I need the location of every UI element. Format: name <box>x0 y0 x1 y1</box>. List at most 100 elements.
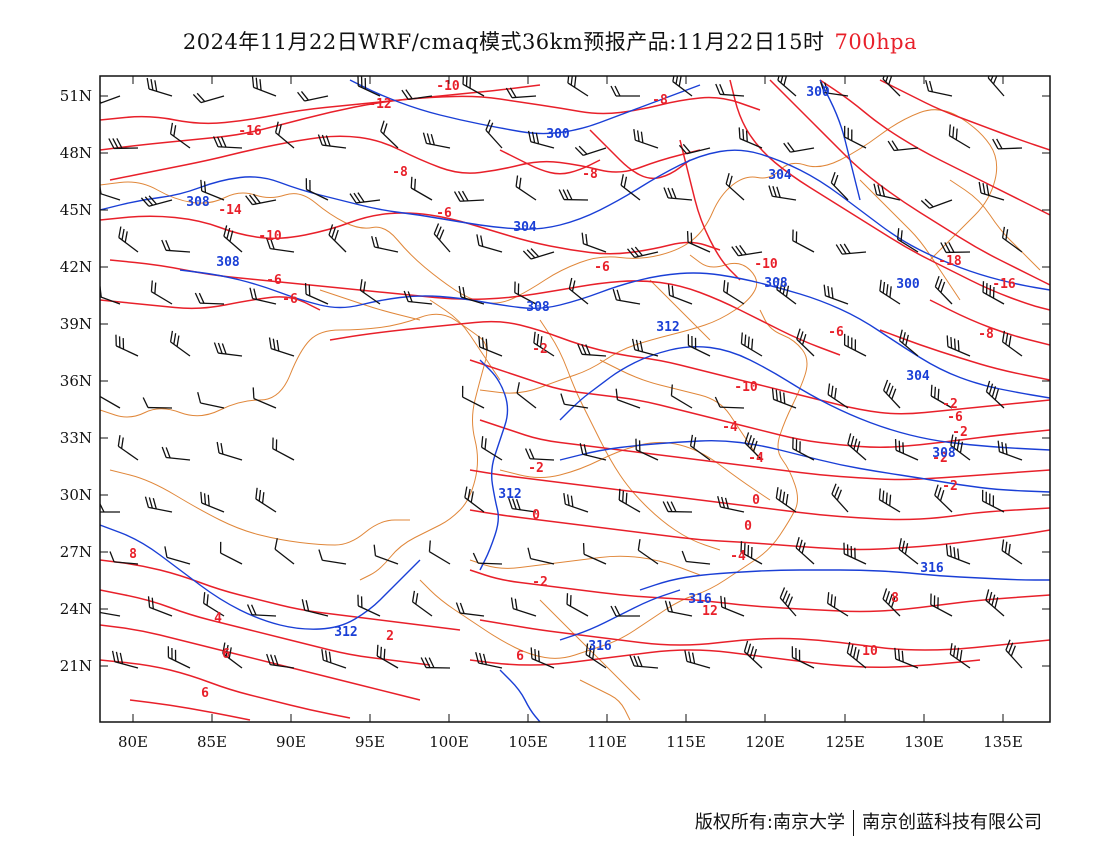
wind-barb <box>478 335 503 357</box>
wind-barb <box>266 237 295 253</box>
wind-barb <box>422 132 451 149</box>
temperature-contour <box>819 79 1050 216</box>
temperature-contour <box>469 569 1050 613</box>
wind-barb <box>272 437 295 461</box>
wind-barb <box>714 396 745 409</box>
wind-barb <box>577 343 607 357</box>
wind-barb <box>987 76 1005 97</box>
wind-barb <box>796 328 815 357</box>
wind-barb <box>252 387 277 409</box>
temperature-contour <box>100 589 431 666</box>
footer-divider <box>853 810 854 836</box>
wind-barb <box>731 245 763 257</box>
temperature-contour <box>879 79 1050 151</box>
temperature-contour <box>929 299 1050 346</box>
wind-barb <box>216 441 243 461</box>
wind-barb <box>297 91 329 102</box>
temperature-contour <box>679 139 741 281</box>
temperature-label: -6 <box>828 325 844 340</box>
wind-barb <box>894 647 919 669</box>
wind-barb <box>403 290 433 305</box>
wind-barb <box>631 338 659 357</box>
wind-barb <box>461 385 485 409</box>
lon-label: 80E <box>118 733 148 751</box>
temperature-label: -6 <box>436 206 452 221</box>
lon-label: 115E <box>666 733 706 751</box>
wind-barb <box>146 77 173 97</box>
wind-barb <box>380 120 399 149</box>
wind-barb <box>458 285 485 305</box>
wind-barb <box>563 493 589 513</box>
wind-barb <box>626 246 659 259</box>
wind-barb <box>992 138 1023 150</box>
wind-barb <box>410 176 433 201</box>
wind-barb <box>558 189 589 201</box>
wind-barb <box>420 657 451 669</box>
wind-barb <box>462 76 485 97</box>
lat-label: 30N <box>60 486 92 504</box>
wind-barb <box>568 277 589 305</box>
height-contour <box>349 79 701 135</box>
wind-barb <box>411 590 433 617</box>
wind-barb <box>883 379 901 409</box>
temperature-contour <box>100 95 761 151</box>
temperature-contour <box>100 659 351 719</box>
wind-barb <box>505 87 537 99</box>
temperature-label: -16 <box>238 124 262 139</box>
wind-barb <box>567 76 589 97</box>
wind-barb <box>667 284 693 305</box>
height-label: 308 <box>932 446 956 461</box>
lat-label: 45N <box>60 201 92 219</box>
boundary-line <box>429 299 501 381</box>
wind-barb <box>147 596 173 617</box>
longitude-axis: 80E 85E 90E 95E 100E 105E 110E 115E 120E 125E 130E… <box>118 76 1023 751</box>
wind-barb <box>530 647 555 669</box>
temperature-contour <box>129 699 251 721</box>
wind-barb <box>268 337 295 357</box>
wind-barb <box>150 280 173 305</box>
wind-barb <box>635 438 659 461</box>
wind-barb <box>317 134 347 149</box>
height-label: 300 <box>896 277 920 292</box>
boundary-line <box>419 309 808 659</box>
map-frame <box>99 75 1051 723</box>
wind-barb <box>725 172 745 201</box>
wind-barb <box>111 650 139 669</box>
wind-barb <box>455 602 485 617</box>
wind-barb <box>846 641 867 669</box>
lon-label: 110E <box>587 733 627 751</box>
wind-barb <box>142 397 173 409</box>
wind-barb <box>878 488 901 513</box>
latitude-axis: 51N 48N 45N 42N 39N 36N 33N 30N 27N 24N 21N <box>60 87 1050 675</box>
wind-barb <box>118 226 139 253</box>
wind-barb <box>274 538 295 565</box>
wind-barb <box>200 491 225 513</box>
wind-barb <box>768 185 797 201</box>
lat-label: 39N <box>60 315 92 333</box>
wind-barb <box>524 448 555 461</box>
wind-barb <box>779 587 797 617</box>
wind-barb <box>934 275 953 305</box>
height-contour <box>559 345 1050 451</box>
lon-label: 105E <box>508 733 548 751</box>
wind-barb <box>222 642 243 669</box>
lon-label: 120E <box>745 733 785 751</box>
height-label: 300 <box>546 127 570 142</box>
wind-barb <box>516 382 537 409</box>
wind-barb <box>223 225 243 253</box>
wind-barb <box>579 443 607 461</box>
wind-barb <box>873 183 901 201</box>
wind-barb <box>213 342 243 357</box>
wind-barb <box>485 119 503 149</box>
temperature-label: -6 <box>266 273 282 288</box>
wind-barb <box>633 129 659 149</box>
height-label: 312 <box>334 625 357 640</box>
boundary-line <box>319 289 421 321</box>
wind-barb <box>472 552 503 565</box>
temperature-label: -8 <box>652 93 668 108</box>
wind-barb <box>744 432 763 461</box>
wind-barb <box>274 121 295 149</box>
wind-barb <box>898 329 919 357</box>
wind-barb <box>678 143 711 155</box>
lon-label: 130E <box>904 733 944 751</box>
